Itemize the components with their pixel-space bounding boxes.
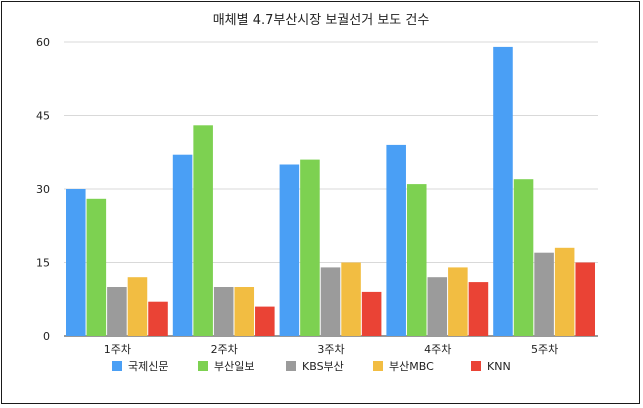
bars [66, 46, 595, 337]
x-tick-label: 2주차 [211, 343, 238, 356]
bar [66, 189, 86, 336]
x-tick-label: 1주차 [104, 343, 131, 356]
legend-label: 부산MBC [389, 360, 434, 373]
bar [255, 306, 275, 336]
bar [427, 277, 448, 336]
bar [320, 267, 341, 336]
bar [213, 287, 234, 336]
bar [513, 179, 534, 336]
legend-label: 부산일보 [214, 359, 254, 373]
bar [193, 125, 213, 336]
y-axis-ticks: 0 15 30 45 60 [36, 36, 50, 343]
legend-swatch [112, 361, 122, 371]
legend-swatch [471, 361, 481, 371]
bar [406, 184, 427, 336]
bar [468, 282, 489, 336]
bar [361, 291, 382, 336]
chart-title: 매체별 4.7부산시장 보궐선거 보도 건수 [213, 13, 430, 28]
bar [279, 164, 300, 336]
x-tick-label: 3주차 [317, 343, 344, 356]
legend-label: 국제신문 [128, 360, 168, 373]
y-tick-label: 45 [36, 110, 50, 123]
y-tick-label: 15 [36, 257, 50, 270]
bar [86, 198, 107, 336]
bar [127, 277, 148, 336]
bar [448, 267, 468, 336]
legend: 국제신문 부산일보 KBS부산 부산MBC KNN [112, 359, 511, 373]
x-tick-label: 5주차 [531, 343, 558, 356]
y-tick-label: 0 [43, 330, 50, 343]
bar [386, 144, 406, 336]
legend-label: KBS부산 [302, 360, 344, 373]
bar [575, 262, 595, 336]
bar [300, 159, 320, 336]
bar [493, 46, 513, 337]
legend-swatch [198, 361, 208, 371]
x-axis-ticks: 1주차 2주차 3주차 4주차 5주차 [104, 343, 558, 356]
legend-label: KNN [487, 360, 511, 373]
bar [234, 287, 255, 336]
y-tick-label: 60 [36, 36, 50, 49]
y-tick-label: 30 [36, 183, 50, 196]
bar [172, 154, 193, 336]
bar [534, 252, 554, 336]
bar [148, 301, 168, 336]
x-tick-label: 4주차 [424, 343, 451, 356]
bar [554, 247, 575, 336]
bar [107, 287, 127, 336]
legend-swatch [286, 361, 296, 371]
bar [341, 262, 361, 336]
legend-swatch [373, 361, 383, 371]
